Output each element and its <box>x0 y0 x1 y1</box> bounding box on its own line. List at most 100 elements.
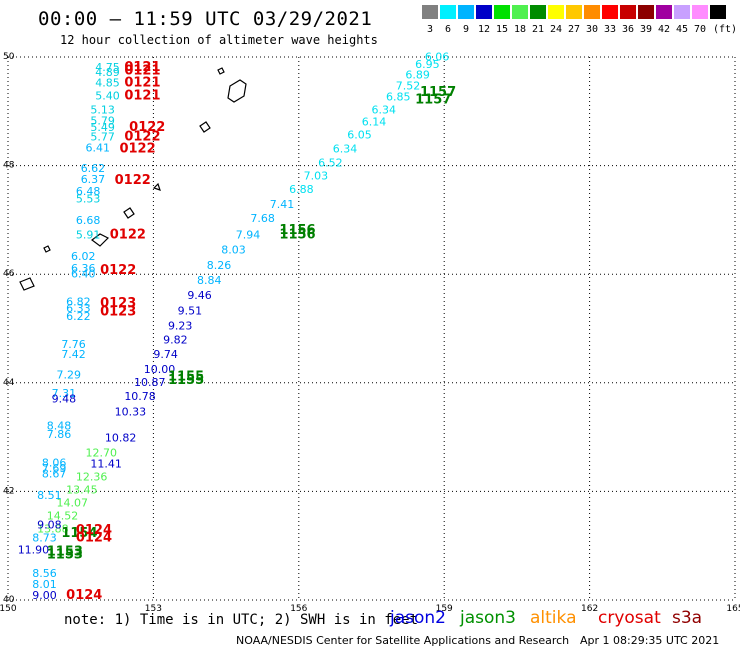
satellite-jason3: jason3 <box>460 608 516 628</box>
color-scale-label: 33 <box>603 24 617 35</box>
wave-height-label: 6.68 <box>76 214 101 227</box>
wave-height-label: 7.86 <box>47 428 71 441</box>
track-time-label: 1155 <box>168 373 204 388</box>
wave-height-label: 5.49 <box>90 121 115 134</box>
page-subtitle: 12 hour collection of altimeter wave hei… <box>60 33 378 47</box>
island-outline <box>43 245 51 253</box>
island-outline <box>123 207 135 219</box>
wave-height-label: 8.56 <box>32 567 57 580</box>
wave-height-label: 9.51 <box>178 304 203 317</box>
track-time-label: 1157 <box>415 93 451 108</box>
wave-height-label: 8.67 <box>42 467 67 480</box>
lon-label: 153 <box>145 604 162 614</box>
wave-height-label: 7.69 <box>42 462 67 475</box>
wave-height-label: 14.07 <box>56 497 88 510</box>
wave-height-label: 8.01 <box>32 578 57 591</box>
wave-height-label: 4.85 <box>95 76 120 89</box>
color-swatch <box>548 5 564 19</box>
wave-height-label: 5.53 <box>76 193 101 206</box>
wave-height-label: 14.52 <box>47 510 78 523</box>
wave-height-label: 12.70 <box>86 447 118 460</box>
island-outline <box>217 67 225 75</box>
color-scale-label: 42 <box>657 24 671 35</box>
track-time-label: 0123 <box>100 304 136 319</box>
wave-height-label: 7.94 <box>236 228 261 241</box>
color-scale-label: 3 <box>426 24 434 35</box>
track-time-label: 0121 <box>124 75 160 90</box>
lat-label: 44 <box>3 378 15 388</box>
color-scale-label: 9 <box>462 24 470 35</box>
wave-height-label: 8.51 <box>37 489 62 502</box>
satellite-altika: altika <box>530 608 577 628</box>
track-time-label: 0122 <box>129 120 165 135</box>
wave-height-label: 10.82 <box>105 431 137 444</box>
color-scale-label: 21 <box>531 24 545 35</box>
wave-height-label: 6.36 <box>71 262 96 275</box>
wave-height-label: 6.85 <box>386 90 411 103</box>
color-swatch <box>710 5 726 19</box>
wave-height-label: 6.33 <box>66 302 91 315</box>
wave-height-label: 10.78 <box>124 390 156 403</box>
wave-height-label: 7.76 <box>61 338 86 351</box>
track-time-label: 1156 <box>279 223 315 238</box>
wave-height-label: 5.40 <box>95 89 120 102</box>
color-swatch <box>638 5 654 19</box>
wave-height-label: 6.14 <box>362 115 387 128</box>
wave-height-label: 6.52 <box>318 157 343 170</box>
wave-height-label: 8.06 <box>42 456 67 469</box>
track-time-label: 1156 <box>279 227 315 242</box>
wave-height-label: 6.82 <box>66 296 91 309</box>
wave-height-label: 6.48 <box>76 185 101 198</box>
color-scale-label: 12 <box>477 24 491 35</box>
color-scale-label: 36 <box>621 24 635 35</box>
wave-height-label: 10.87 <box>134 376 166 389</box>
wave-height-label: 6.89 <box>405 69 430 82</box>
track-time-label: 0124 <box>76 530 112 545</box>
color-scale-label: 45 <box>675 24 689 35</box>
wave-height-label: 8.84 <box>197 274 222 287</box>
track-time-label: 0122 <box>124 130 160 145</box>
wave-height-label: 5.79 <box>90 114 115 127</box>
track-time-label: 0121 <box>124 63 160 78</box>
footer-note: note: 1) Time is in UTC; 2) SWH is in fe… <box>64 612 419 628</box>
color-swatch <box>656 5 672 19</box>
track-time-label: 0124 <box>76 523 112 538</box>
color-swatch <box>422 5 438 19</box>
lon-label: 156 <box>290 604 307 614</box>
wave-height-label: 9.23 <box>168 320 193 333</box>
track-time-label: 0122 <box>115 173 151 188</box>
color-swatch <box>674 5 690 19</box>
satellite-s3a: s3a <box>672 608 703 628</box>
color-swatch <box>566 5 582 19</box>
wave-height-label: 10.33 <box>115 405 147 418</box>
wave-height-label: 6.62 <box>81 162 106 175</box>
page-title: 00:00 – 11:59 UTC 03/29/2021 <box>38 8 373 30</box>
wave-height-label: 6.88 <box>289 183 314 196</box>
wave-height-label: 8.03 <box>221 244 246 257</box>
color-scale-label: 18 <box>513 24 527 35</box>
satellite-cryosat: cryosat <box>598 608 661 628</box>
island-outline <box>152 182 161 191</box>
track-time-label: 0124 <box>66 588 102 603</box>
wave-height-label: 4.75 <box>95 61 120 74</box>
color-swatch <box>620 5 636 19</box>
color-scale-label: 30 <box>585 24 599 35</box>
wave-height-label: 7.41 <box>270 198 295 211</box>
color-swatch <box>458 5 474 19</box>
track-time-label: 1157 <box>420 85 456 100</box>
lat-label: 46 <box>3 269 15 279</box>
wave-height-label: 6.95 <box>415 58 440 71</box>
wave-height-label: 8.26 <box>207 259 232 272</box>
island-outline <box>19 277 35 291</box>
color-scale-label: 70 <box>693 24 707 35</box>
lat-label: 50 <box>3 52 15 62</box>
wave-height-label: 13.45 <box>66 484 98 497</box>
wave-height-label: 9.46 <box>187 289 212 302</box>
wave-height-label: 5.77 <box>90 131 115 144</box>
color-scale-unit: (ft) <box>712 24 738 35</box>
wave-height-label: 11.90 <box>18 543 50 556</box>
wave-height-label: 13.88 <box>37 523 69 536</box>
wave-height-label: 12.36 <box>76 471 108 484</box>
wave-height-label: 6.37 <box>81 173 106 186</box>
